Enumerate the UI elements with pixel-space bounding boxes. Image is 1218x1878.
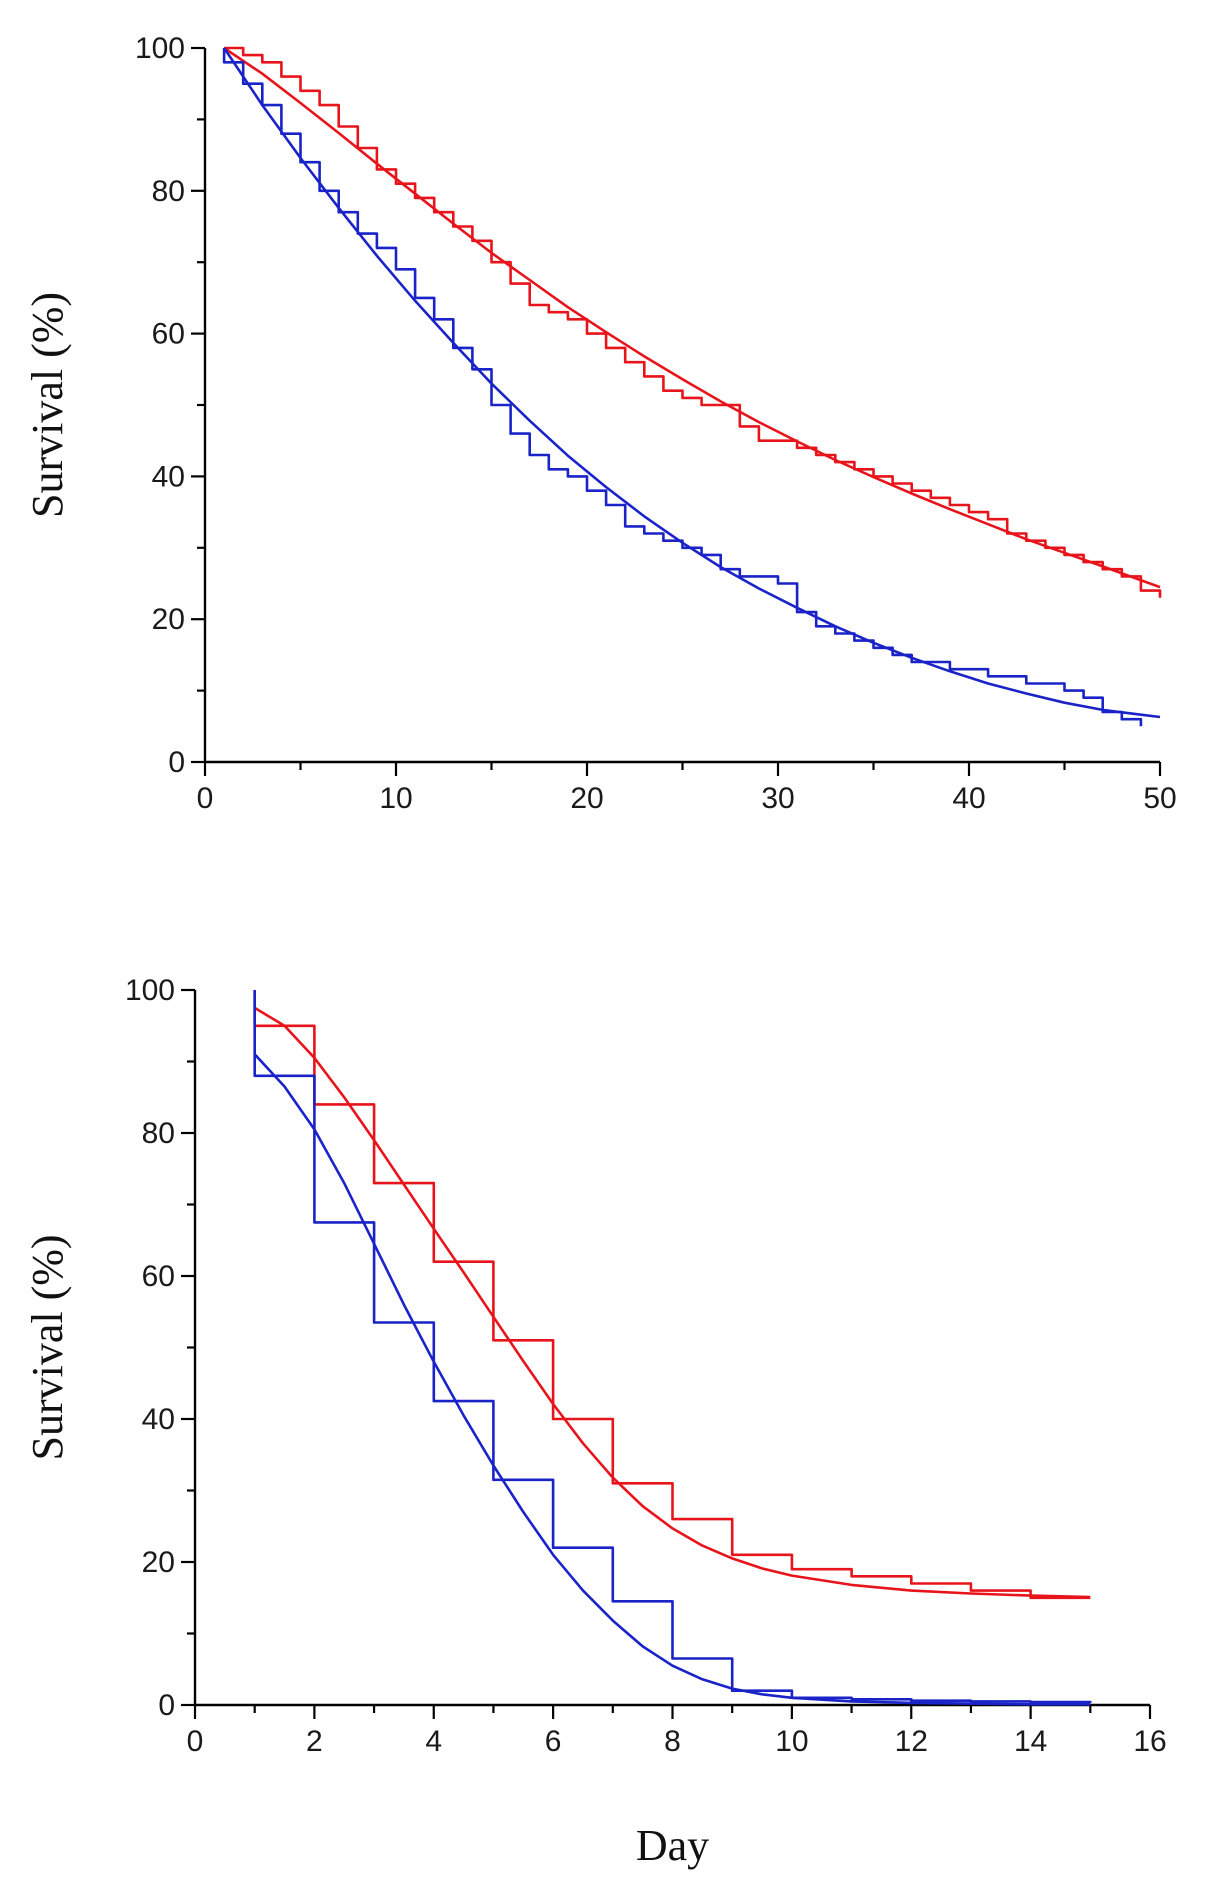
- series-red-stepwise: [224, 46, 1162, 598]
- x-tick-label: 0: [187, 1725, 204, 1758]
- x-tick-label: 16: [1133, 1725, 1166, 1758]
- series-red-stepwise: [253, 990, 1091, 1600]
- y-tick-label: 20: [152, 603, 185, 636]
- survival-chart-top: 0 10 20 30 40 50 0 20 40 60 80 100 Survival (%): [23, 32, 1177, 815]
- x-tick-label: 14: [1014, 1725, 1047, 1758]
- x-tick-label: 20: [570, 782, 603, 815]
- y-tick-label: 60: [142, 1260, 175, 1293]
- series-blue-fit: [223, 47, 1161, 719]
- series-blue-stepwise: [253, 990, 1092, 1704]
- x-tick-label: 30: [761, 782, 794, 815]
- x-tick-label: 40: [952, 782, 985, 815]
- y-tick-label: 0: [158, 1689, 175, 1722]
- x-axis-title: Day: [636, 1821, 709, 1870]
- y-axis-title: Survival (%): [23, 1234, 72, 1460]
- x-tick-label: 4: [425, 1725, 442, 1758]
- series-red-fit: [223, 46, 1161, 589]
- y-tick-label: 80: [152, 175, 185, 208]
- x-tick-label: 50: [1143, 782, 1176, 815]
- survival-chart-bottom: 0 2 4 6 8 10 12 14 16 0 20 40 60 80 100 Survival (%) Day: [23, 974, 1167, 1870]
- y-tick-label: 60: [152, 318, 185, 351]
- x-tick-label: 8: [664, 1725, 681, 1758]
- series-red-fit: [254, 1006, 1091, 1599]
- y-axis-title: Survival (%): [23, 292, 72, 518]
- series-blue-fit: [253, 1053, 1091, 1706]
- y-tick-label: 80: [142, 1117, 175, 1150]
- y-tick-label: 20: [142, 1546, 175, 1579]
- x-tick-label: 10: [775, 1725, 808, 1758]
- y-tick-label: 100: [125, 974, 175, 1007]
- series-blue-stepwise: [222, 48, 1143, 727]
- y-tick-label: 100: [135, 32, 185, 65]
- y-tick-label: 0: [168, 746, 185, 779]
- y-tick-label: 40: [142, 1403, 175, 1436]
- x-tick-label: 6: [545, 1725, 562, 1758]
- y-tick-label: 40: [152, 460, 185, 493]
- x-tick-label: 0: [197, 782, 214, 815]
- x-tick-label: 10: [379, 782, 412, 815]
- x-tick-label: 2: [306, 1725, 323, 1758]
- x-tick-label: 12: [895, 1725, 928, 1758]
